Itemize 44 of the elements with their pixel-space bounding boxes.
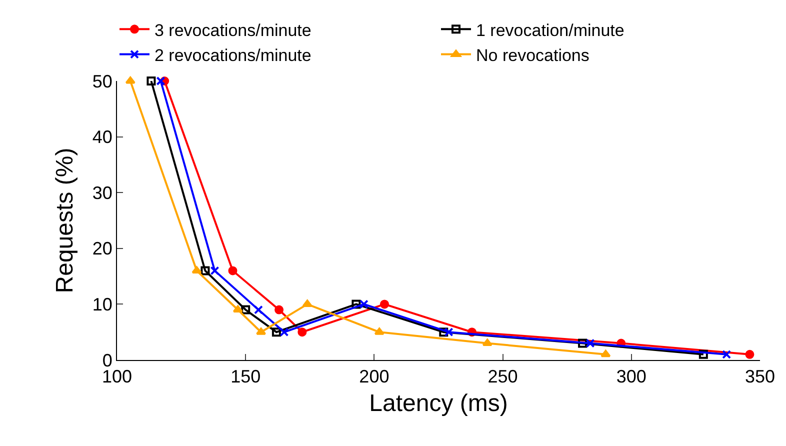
y-tick-label: 10: [92, 294, 112, 314]
point: [156, 76, 166, 86]
point: [254, 305, 263, 314]
point: [210, 266, 220, 276]
legend-label: No revocations: [476, 46, 590, 65]
x-tick-label: 300: [616, 366, 646, 387]
x-tick-label: 200: [359, 366, 390, 387]
point: [272, 328, 281, 337]
point: [359, 300, 368, 309]
y-tick-label: 40: [92, 127, 112, 148]
point: [232, 305, 243, 313]
point: [228, 266, 238, 276]
point: [586, 338, 595, 348]
y-axis-title: Requests (%): [51, 148, 78, 294]
point: [722, 350, 732, 359]
point: [298, 328, 307, 337]
point: [200, 266, 210, 276]
legend-label: 1 revocation/minute: [476, 20, 624, 40]
x-tick-label: 250: [488, 366, 518, 387]
point: [444, 328, 454, 337]
x-axis-title: Latency (ms): [369, 390, 508, 417]
point: [274, 305, 284, 314]
legend-label: 3 revocations/minute: [154, 20, 312, 40]
point: [280, 328, 289, 337]
legend-label: 2 revocations/minute: [154, 46, 312, 65]
x-tick-label: 350: [744, 366, 776, 387]
point: [146, 76, 156, 86]
point: [192, 266, 202, 274]
point: [302, 300, 312, 307]
point: [578, 338, 588, 348]
x-tick-label: 150: [230, 366, 261, 387]
point: [439, 328, 448, 337]
y-tick-label: 30: [92, 182, 112, 203]
point: [241, 305, 250, 314]
point: [374, 328, 384, 335]
point: [698, 350, 708, 359]
point: [482, 338, 492, 346]
point: [125, 76, 136, 84]
y-tick-label: 50: [92, 71, 112, 92]
y-tick-label: 20: [92, 238, 112, 259]
point: [745, 350, 754, 359]
point: [600, 350, 611, 358]
point: [352, 300, 361, 309]
point: [380, 300, 389, 309]
